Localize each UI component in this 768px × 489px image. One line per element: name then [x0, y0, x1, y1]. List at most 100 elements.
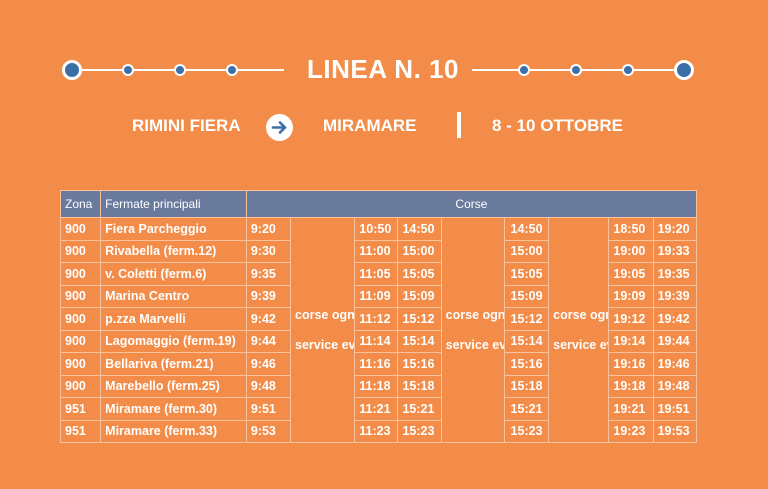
frequency-note-it: corse ogni 15’	[553, 308, 608, 322]
time-cell: 9:30	[245, 239, 292, 263]
stop-name-cell: Bellariva (ferm.21)	[100, 352, 247, 376]
time-cell: 11:21	[354, 397, 399, 421]
zone-cell: 900	[59, 217, 102, 241]
time-cell: 9:39	[245, 284, 292, 308]
frequency-note: corse ogni 30’ service every 30’	[290, 217, 356, 443]
frequency-note-en: service every 30’	[295, 338, 355, 352]
time-cell: 19:20	[652, 217, 698, 241]
frequency-note-it: corse ogni 30’	[445, 308, 504, 322]
stop-name-cell: Fiera Parcheggio	[100, 217, 247, 241]
time-cell: 19:14	[608, 329, 654, 353]
zone-cell: 951	[59, 419, 102, 443]
stop-name-cell: Lagomaggio (ferm.19)	[100, 329, 247, 353]
stop-name-cell: Miramare (ferm.33)	[100, 419, 247, 443]
time-cell: 11:16	[354, 352, 399, 376]
stop-name-cell: Marebello (ferm.25)	[100, 374, 247, 398]
time-cell: 11:00	[354, 239, 399, 263]
page-title: LINEA N. 10	[307, 54, 459, 84]
time-cell: 15:23	[503, 419, 550, 443]
route-stop-node	[570, 64, 582, 76]
table-row: 900 Lagomaggio (ferm.19) 9:44 11:14 15:14 15:…	[59, 329, 698, 353]
time-cell: 15:21	[503, 397, 550, 421]
table-row: 951 Miramare (ferm.33) 9:53 11:23 15:23 15:23…	[59, 419, 698, 443]
time-cell: 19:44	[652, 329, 698, 353]
zone-cell: 900	[59, 284, 102, 308]
route-stop-node	[622, 64, 634, 76]
frequency-note-en: service every 30’	[445, 338, 504, 352]
time-cell: 11:23	[354, 419, 399, 443]
destination-label: MIRAMARE	[323, 116, 417, 135]
frequency-note: corse ogni 15’ service every 15’	[548, 217, 610, 443]
time-cell: 15:09	[397, 284, 442, 308]
stop-name-cell: v. Coletti (ferm.6)	[100, 262, 247, 286]
zone-cell: 900	[59, 262, 102, 286]
time-cell: 19:39	[652, 284, 698, 308]
time-cell: 19:16	[608, 352, 654, 376]
time-cell: 9:35	[245, 262, 292, 286]
time-cell: 15:05	[397, 262, 442, 286]
time-cell: 15:09	[503, 284, 550, 308]
time-cell: 15:14	[397, 329, 442, 353]
time-cell: 19:21	[608, 397, 654, 421]
time-cell: 15:18	[503, 374, 550, 398]
route-start-node	[62, 60, 82, 80]
time-cell: 11:12	[354, 307, 399, 331]
time-cell: 19:46	[652, 352, 698, 376]
route-end-node	[674, 60, 694, 80]
route-stop-node	[518, 64, 530, 76]
arrow-right-icon	[266, 114, 293, 141]
time-cell: 10:50	[354, 217, 399, 241]
time-cell: 15:00	[503, 239, 550, 263]
time-cell: 15:12	[397, 307, 442, 331]
time-cell: 9:53	[245, 419, 292, 443]
zone-cell: 900	[59, 329, 102, 353]
time-cell: 14:50	[503, 217, 550, 241]
date-range: 8 - 10 OTTOBRE	[492, 116, 623, 135]
time-cell: 15:12	[503, 307, 550, 331]
stop-name-cell: Marina Centro	[100, 284, 247, 308]
table-row: 900 Marina Centro 9:39 11:09 15:09 15:09 19:09…	[59, 284, 698, 308]
time-cell: 19:33	[652, 239, 698, 263]
table-row: 951 Miramare (ferm.30) 9:51 11:21 15:21 15:21…	[59, 397, 698, 421]
time-cell: 9:20	[245, 217, 292, 241]
frequency-note-it: corse ogni 30’	[295, 308, 355, 322]
stop-name-cell: p.zza Marvelli	[100, 307, 247, 331]
time-cell: 19:42	[652, 307, 698, 331]
time-cell: 11:05	[354, 262, 399, 286]
time-cell: 19:23	[608, 419, 654, 443]
time-cell: 15:16	[503, 352, 550, 376]
time-cell: 14:50	[397, 217, 442, 241]
column-header-stops: Fermate principali	[100, 190, 247, 218]
time-cell: 19:12	[608, 307, 654, 331]
time-cell: 19:48	[652, 374, 698, 398]
time-cell: 15:14	[503, 329, 550, 353]
time-cell: 9:42	[245, 307, 292, 331]
time-cell: 19:53	[652, 419, 698, 443]
route-stop-node	[174, 64, 186, 76]
time-cell: 15:16	[397, 352, 442, 376]
route-stop-node	[122, 64, 134, 76]
frequency-note: corse ogni 30’ service every 30’	[440, 217, 505, 443]
table-row: 900 Rivabella (ferm.12) 9:30 11:00 15:00 15:0…	[59, 239, 698, 263]
zone-cell: 951	[59, 397, 102, 421]
time-cell: 19:35	[652, 262, 698, 286]
column-header-corse: Corse	[245, 190, 698, 218]
route-stop-node	[226, 64, 238, 76]
time-cell: 19:00	[608, 239, 654, 263]
time-cell: 9:51	[245, 397, 292, 421]
time-cell: 15:05	[503, 262, 550, 286]
timetable: Zona Fermate principali Corse 900 Fiera P…	[59, 190, 698, 443]
frequency-note-en: service every 15’	[553, 338, 608, 352]
origin-label: RIMINI FIERA	[132, 116, 241, 135]
zone-cell: 900	[59, 307, 102, 331]
time-cell: 19:18	[608, 374, 654, 398]
time-cell: 15:18	[397, 374, 442, 398]
stop-name-cell: Rivabella (ferm.12)	[100, 239, 247, 263]
table-row: 900 Marebello (ferm.25) 9:48 11:18 15:18 15:1…	[59, 374, 698, 398]
time-cell: 9:48	[245, 374, 292, 398]
stop-name-cell: Miramare (ferm.30)	[100, 397, 247, 421]
time-cell: 9:46	[245, 352, 292, 376]
time-cell: 11:09	[354, 284, 399, 308]
